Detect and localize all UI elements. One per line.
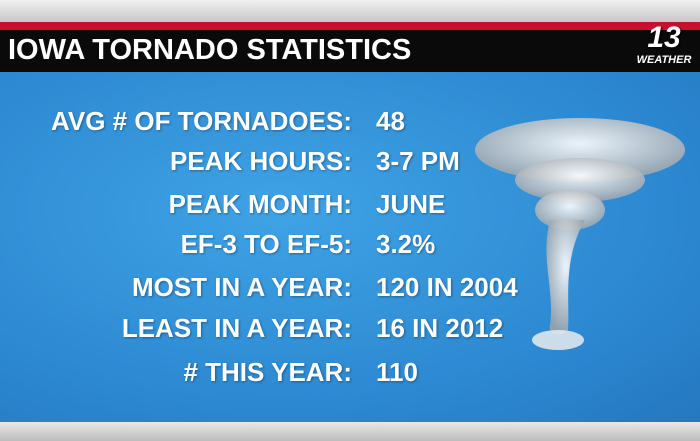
top-strip [0,0,700,22]
stat-label: # THIS YEAR: [183,357,352,387]
stat-value: JUNE [376,189,446,219]
red-band [0,22,700,30]
stat-label: PEAK HOURS: [169,146,352,176]
stat-row: AVG # OF TORNADOES: 48 [0,106,700,142]
logo-tagline: WEATHER [636,54,692,66]
stat-label: LEAST IN A YEAR: [121,313,352,343]
bottom-strip [0,422,700,441]
stat-value: 3.2% [376,229,436,259]
title-bar: IOWA TORNADO STATISTICS [0,30,700,72]
title: IOWA TORNADO STATISTICS [8,34,412,66]
stat-label: MOST IN A YEAR: [131,272,352,302]
stat-row: PEAK HOURS: 3-7 PM [0,146,700,182]
stat-value: 3-7 PM [376,146,460,176]
stat-label: AVG # OF TORNADOES: [51,106,352,136]
stat-row: PEAK MONTH: JUNE [0,189,700,225]
tornado-illustration [475,118,685,350]
stat-value: 48 [376,106,405,136]
stat-row: LEAST IN A YEAR: 16 IN 2012 [0,313,700,349]
stat-row: # THIS YEAR: 110 [0,357,700,393]
stat-label: EF-3 TO EF-5: [180,229,352,259]
stat-value: 16 IN 2012 [376,313,504,343]
logo-number: 13 [647,21,681,54]
station-logo: 13 WEATHER [632,22,696,70]
stat-value: 110 [376,357,418,387]
stat-row: EF-3 TO EF-5: 3.2% [0,229,700,265]
stat-label: PEAK MONTH: [168,189,352,219]
stat-value: 120 IN 2004 [376,272,518,302]
stat-row: MOST IN A YEAR: 120 IN 2004 [0,272,700,308]
